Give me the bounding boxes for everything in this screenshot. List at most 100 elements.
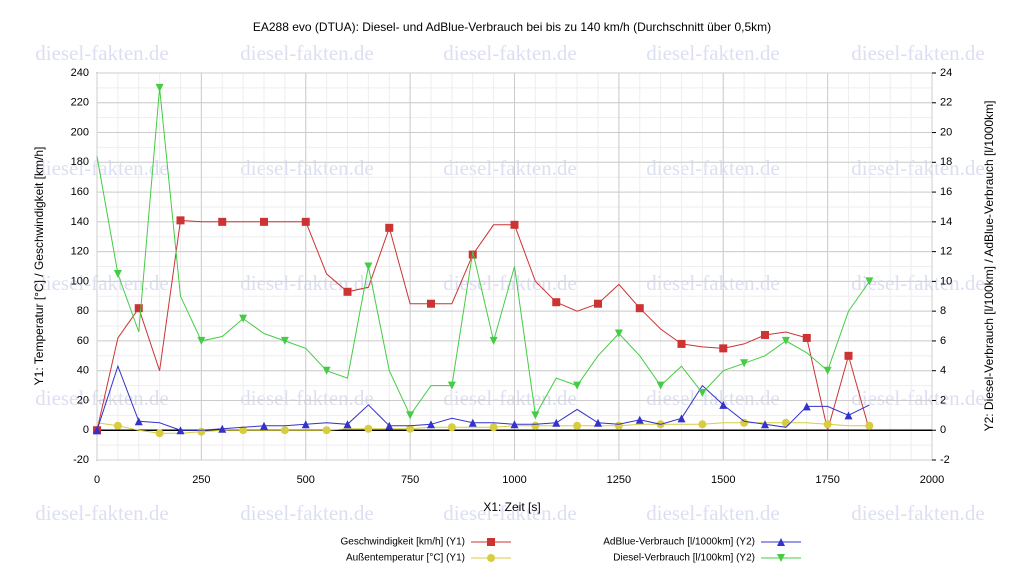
watermark: diesel-fakten.de bbox=[646, 386, 780, 410]
watermark: diesel-fakten.de bbox=[443, 156, 577, 180]
watermark: diesel-fakten.de bbox=[240, 271, 374, 295]
marker bbox=[176, 426, 185, 435]
marker bbox=[781, 336, 790, 345]
watermark: diesel-fakten.de bbox=[646, 501, 780, 525]
watermark: diesel-fakten.de bbox=[35, 386, 169, 410]
marker bbox=[134, 304, 143, 313]
marker bbox=[385, 223, 394, 232]
marker bbox=[802, 402, 811, 411]
marker bbox=[614, 329, 623, 338]
y-tick-label: 180 bbox=[71, 156, 89, 168]
x-tick-label: 500 bbox=[297, 474, 315, 486]
y-tick-label: 0 bbox=[83, 424, 89, 436]
marker bbox=[343, 287, 352, 296]
marker bbox=[364, 262, 373, 271]
marker bbox=[155, 429, 164, 438]
marker bbox=[197, 336, 206, 345]
marker bbox=[677, 339, 686, 348]
y2-tick-label: 8 bbox=[940, 305, 946, 317]
watermark: diesel-fakten.de bbox=[35, 271, 169, 295]
marker bbox=[573, 381, 582, 390]
y-tick-label: 240 bbox=[71, 67, 89, 79]
y-tick-label: 40 bbox=[77, 365, 89, 377]
marker bbox=[740, 418, 749, 427]
y-tick-label: 140 bbox=[71, 216, 89, 228]
marker bbox=[761, 330, 769, 339]
y2-tick-label: 14 bbox=[940, 216, 952, 228]
watermark: diesel-fakten.de bbox=[240, 386, 374, 410]
marker bbox=[777, 538, 785, 546]
x-tick-label: 250 bbox=[192, 474, 210, 486]
series-line bbox=[96, 364, 870, 431]
watermark: diesel-fakten.de bbox=[851, 271, 985, 295]
x-tick-label: 2000 bbox=[920, 474, 944, 486]
marker bbox=[635, 304, 644, 313]
y-tick-label: 200 bbox=[71, 126, 89, 138]
marker bbox=[777, 554, 785, 562]
x-tick-label: 0 bbox=[94, 474, 100, 486]
y-axis-label: Y1: Temperatur [°C] / Geschwindigkeit [k… bbox=[32, 147, 46, 386]
marker bbox=[301, 217, 310, 226]
watermark: diesel-fakten.de bbox=[851, 41, 985, 65]
y2-tick-label: 0 bbox=[940, 424, 946, 436]
marker bbox=[343, 420, 352, 429]
watermark: diesel-fakten.de bbox=[443, 501, 577, 525]
marker bbox=[364, 424, 373, 433]
watermark: diesel-fakten.de bbox=[851, 386, 985, 410]
marker bbox=[635, 415, 644, 424]
marker bbox=[113, 269, 122, 278]
y2-tick-label: -2 bbox=[940, 454, 950, 466]
marker bbox=[698, 389, 707, 398]
x-axis-label: X1: Zeit [s] bbox=[483, 500, 540, 514]
marker bbox=[239, 426, 248, 435]
marker bbox=[489, 336, 498, 345]
x-tick-label: 1000 bbox=[502, 474, 526, 486]
marker bbox=[823, 420, 832, 429]
marker bbox=[487, 538, 495, 546]
y2-axis-label: Y2: Diesel-Verbrauch [l/100km] / AdBlue-… bbox=[982, 101, 996, 432]
series-line bbox=[96, 87, 870, 417]
y2-tick-label: 6 bbox=[940, 335, 946, 347]
watermark: diesel-fakten.de bbox=[240, 156, 374, 180]
watermark: diesel-fakten.de bbox=[646, 156, 780, 180]
x-tick-label: 1500 bbox=[711, 474, 735, 486]
marker bbox=[823, 366, 832, 375]
legend-label: Diesel-Verbrauch [l/100km] (Y2) bbox=[613, 553, 755, 564]
series-line bbox=[96, 422, 870, 434]
marker bbox=[614, 421, 623, 430]
x-tick-label: 750 bbox=[401, 474, 419, 486]
marker bbox=[573, 421, 582, 430]
marker bbox=[427, 299, 435, 308]
marker bbox=[552, 418, 561, 427]
marker bbox=[552, 298, 561, 307]
watermark: diesel-fakten.de bbox=[240, 41, 374, 65]
y-tick-label: -20 bbox=[73, 454, 89, 466]
watermark: diesel-fakten.de bbox=[443, 386, 577, 410]
marker bbox=[406, 424, 415, 433]
marker bbox=[844, 411, 853, 420]
marker bbox=[865, 277, 874, 286]
y2-tick-label: 4 bbox=[940, 365, 946, 377]
marker bbox=[447, 381, 456, 390]
y2-tick-label: 24 bbox=[940, 67, 952, 79]
marker bbox=[93, 426, 101, 435]
marker bbox=[406, 411, 415, 420]
y-tick-label: 20 bbox=[77, 394, 89, 406]
marker bbox=[781, 418, 790, 427]
watermark: diesel-fakten.de bbox=[646, 271, 780, 295]
marker bbox=[385, 421, 394, 430]
y-tick-label: 60 bbox=[77, 335, 89, 347]
y2-tick-label: 18 bbox=[940, 156, 952, 168]
marker bbox=[489, 423, 498, 432]
marker bbox=[510, 220, 519, 229]
marker bbox=[176, 216, 185, 225]
y-tick-label: 80 bbox=[77, 305, 89, 317]
chart-title: EA288 evo (DTUA): Diesel- und AdBlue-Ver… bbox=[253, 20, 771, 34]
watermark: diesel-fakten.de bbox=[35, 156, 169, 180]
watermark: diesel-fakten.de bbox=[851, 501, 985, 525]
marker bbox=[802, 333, 811, 342]
y-tick-label: 100 bbox=[71, 275, 89, 287]
marker bbox=[155, 83, 164, 92]
marker bbox=[218, 217, 227, 226]
